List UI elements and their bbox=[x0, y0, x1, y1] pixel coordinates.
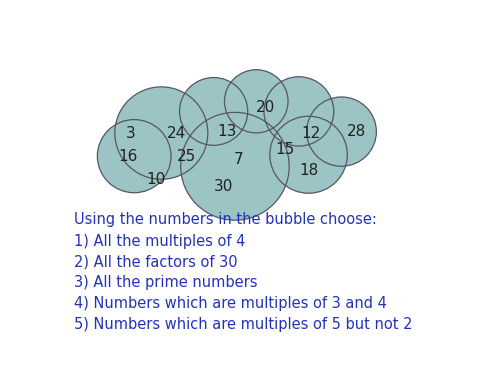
Text: 25: 25 bbox=[177, 148, 196, 164]
Text: Using the numbers in the bubble choose:: Using the numbers in the bubble choose: bbox=[74, 212, 377, 227]
Ellipse shape bbox=[115, 87, 208, 179]
Text: 30: 30 bbox=[214, 179, 233, 194]
Text: 4) Numbers which are multiples of 3 and 4: 4) Numbers which are multiples of 3 and … bbox=[74, 296, 387, 311]
Ellipse shape bbox=[224, 70, 288, 133]
Text: 24: 24 bbox=[167, 126, 186, 141]
Text: 13: 13 bbox=[218, 124, 237, 139]
Ellipse shape bbox=[264, 77, 334, 146]
Text: 28: 28 bbox=[348, 124, 366, 139]
Text: 3) All the prime numbers: 3) All the prime numbers bbox=[74, 275, 258, 290]
Text: 1) All the multiples of 4: 1) All the multiples of 4 bbox=[74, 234, 246, 249]
Text: 15: 15 bbox=[276, 142, 295, 157]
Ellipse shape bbox=[98, 120, 171, 193]
Text: 3: 3 bbox=[126, 126, 135, 141]
Ellipse shape bbox=[306, 97, 376, 166]
Text: 20: 20 bbox=[256, 100, 276, 115]
Text: 2) All the factors of 30: 2) All the factors of 30 bbox=[74, 255, 238, 270]
Text: 12: 12 bbox=[301, 126, 320, 141]
Text: 7: 7 bbox=[234, 152, 243, 167]
Ellipse shape bbox=[180, 112, 289, 220]
Text: 16: 16 bbox=[118, 148, 138, 164]
Ellipse shape bbox=[180, 78, 248, 145]
Ellipse shape bbox=[270, 116, 347, 193]
Text: 10: 10 bbox=[146, 172, 165, 187]
Text: 18: 18 bbox=[299, 163, 318, 178]
Text: 5) Numbers which are multiples of 5 but not 2: 5) Numbers which are multiples of 5 but … bbox=[74, 317, 412, 332]
